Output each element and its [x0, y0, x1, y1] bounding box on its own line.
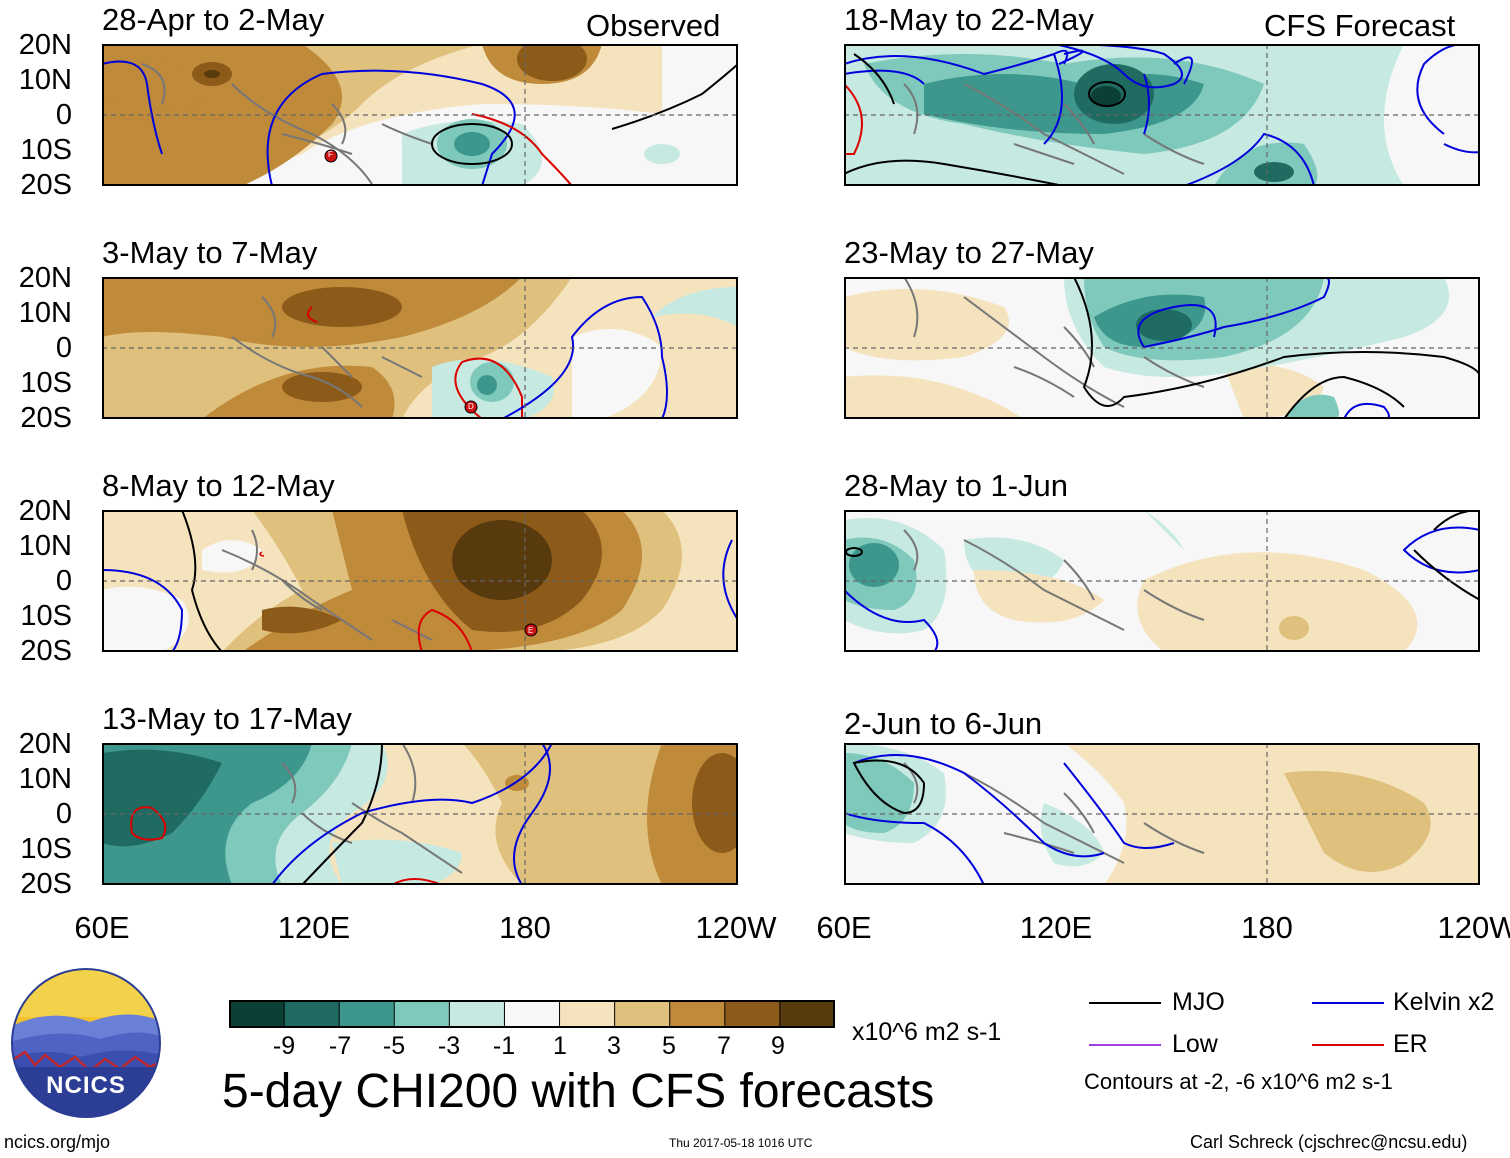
lat-label: 10N: [18, 530, 72, 562]
lon-label: 120E: [277, 910, 351, 945]
forecast-panel-2-map: [844, 277, 1480, 419]
forecast-panel-2-title: 23-May to 27-May: [844, 235, 1094, 270]
colorbar-swatch: [229, 1000, 286, 1028]
colorbar-swatch: [338, 1000, 396, 1028]
lat-label: 10N: [18, 297, 72, 329]
colorbar-label: 1: [553, 1032, 567, 1060]
lon-label: 60E: [74, 910, 130, 945]
lat-label: 20S: [20, 402, 72, 434]
colorbar-swatch: [393, 1000, 451, 1028]
observed-panel-3-title: 8-May to 12-May: [102, 468, 335, 503]
lon-label: 120W: [695, 910, 777, 945]
colorbar-swatch: [283, 1000, 341, 1028]
storm-marker-label: E: [528, 626, 534, 635]
observed-panel-4-title: 13-May to 17-May: [102, 701, 352, 736]
observed-panel-3-map: [102, 510, 738, 652]
colorbar-swatch: [614, 1000, 671, 1028]
colorbar-swatch: [724, 1000, 781, 1028]
lat-label: 10S: [20, 134, 72, 166]
ncics-logo: [11, 968, 161, 1118]
observed-panel-1-map: [102, 44, 738, 186]
colorbar-label: -1: [492, 1032, 516, 1060]
forecast-panel-1-title: 18-May to 22-May: [844, 2, 1094, 37]
storm-marker-label: D: [468, 402, 474, 411]
lat-label: 20S: [20, 868, 72, 900]
observed-header: Observed: [586, 8, 721, 43]
colorbar-label: 5: [662, 1032, 676, 1060]
lat-label: 20N: [18, 495, 72, 527]
forecast-header: CFS Forecast: [1264, 8, 1456, 43]
lat-label: 10N: [18, 763, 72, 795]
legend-label-er: ER: [1393, 1030, 1428, 1058]
legend-swatch-mjo: [1089, 1002, 1161, 1004]
forecast-panel-4-map: [844, 743, 1480, 885]
colorbar: [229, 1000, 835, 1028]
lat-label: 10S: [20, 833, 72, 865]
legend-swatch-low: [1089, 1044, 1161, 1046]
colorbar-swatch: [448, 1000, 506, 1028]
main-title: 5-day CHI200 with CFS forecasts: [222, 1065, 935, 1118]
logo-text: NCICS: [46, 1072, 126, 1099]
legend-label-kelvin: Kelvin x2: [1393, 988, 1495, 1016]
lon-label: 120W: [1437, 910, 1510, 945]
forecast-panel-4-title: 2-Jun to 6-Jun: [844, 706, 1043, 741]
colorbar-label: -5: [382, 1032, 406, 1060]
colorbar-swatch: [779, 1000, 835, 1028]
lat-label: 20S: [20, 169, 72, 201]
lat-label: 20S: [20, 635, 72, 667]
lat-label: 0: [55, 565, 72, 597]
lat-label: 0: [55, 99, 72, 131]
forecast-panel-3-title: 28-May to 1-Jun: [844, 468, 1068, 503]
lat-label: 20N: [18, 29, 72, 61]
lon-label: 180: [1241, 910, 1293, 945]
legend-swatch-kelvin: [1312, 1002, 1384, 1004]
lat-label: 20N: [18, 728, 72, 760]
observed-panel-2-map: [102, 277, 738, 419]
lat-label: 0: [55, 332, 72, 364]
observed-panel-2-title: 3-May to 7-May: [102, 235, 318, 270]
colorbar-label: 7: [717, 1032, 731, 1060]
colorbar-label: -7: [328, 1032, 352, 1060]
footer-timestamp: Thu 2017-05-18 1016 UTC: [669, 1136, 813, 1150]
colorbar-label: 3: [607, 1032, 621, 1060]
colorbar-swatch: [669, 1000, 726, 1028]
lon-label: 180: [499, 910, 551, 945]
colorbar-label: -3: [437, 1032, 461, 1060]
forecast-panel-1-map: [844, 44, 1480, 186]
colorbar-swatch: [559, 1000, 616, 1028]
lat-label: 10N: [18, 64, 72, 96]
storm-marker-label: F: [328, 150, 333, 159]
observed-panel-4-map: [102, 743, 738, 885]
lat-label: 10S: [20, 367, 72, 399]
observed-panel-1-title: 28-Apr to 2-May: [102, 2, 325, 37]
legend-swatch-er: [1312, 1044, 1384, 1046]
footer-url: ncics.org/mjo: [4, 1132, 111, 1152]
lon-label: 60E: [816, 910, 872, 945]
forecast-panel-3-map: [844, 510, 1480, 652]
lat-label: 20N: [18, 262, 72, 294]
lat-label: 0: [55, 798, 72, 830]
colorbar-swatch: [503, 1000, 561, 1028]
lat-label: 10S: [20, 600, 72, 632]
colorbar-label: -9: [272, 1032, 296, 1060]
legend-label-low: Low: [1172, 1030, 1218, 1058]
footer-author: Carl Schreck (cjschrec@ncsu.edu): [1190, 1132, 1468, 1152]
contours-note: Contours at -2, -6 x10^6 m2 s-1: [1084, 1069, 1393, 1094]
colorbar-units: x10^6 m2 s-1: [852, 1018, 1002, 1046]
colorbar-label: 9: [771, 1032, 785, 1060]
lon-label: 120E: [1019, 910, 1093, 945]
legend-label-mjo: MJO: [1172, 988, 1225, 1016]
